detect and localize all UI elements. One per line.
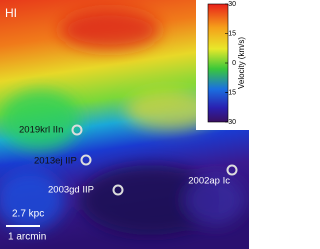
colorbar-label: Velocity (km/s) (237, 37, 246, 89)
source-marker (226, 164, 238, 176)
scalebar-physical: 2.7 kpc (12, 209, 44, 220)
colorbar-tick-label: -30 (226, 119, 236, 126)
colorbar-tick-label: 0 (232, 60, 236, 67)
source-marker (71, 124, 83, 136)
colorbar-tick-label: 30 (228, 1, 236, 8)
source-marker (112, 184, 124, 196)
colorbar-tick-label: 15 (228, 30, 236, 37)
source-label: 2013ej IIP (34, 156, 77, 167)
source-label: 2002ap Ic (188, 176, 230, 187)
source-marker (80, 154, 92, 166)
source-label: 2003gd IIP (48, 185, 94, 196)
source-label: 2019krl IIn (19, 125, 63, 136)
panel-label: HI (5, 6, 17, 20)
scalebar-angular: 1 arcmin (8, 232, 46, 243)
velocity-map: Velocity (km/s) HI 2.7 kpc 1 arcmin 30 15… (0, 0, 249, 249)
colorbar-tick-label: -15 (226, 89, 236, 96)
map-structure (0, 10, 245, 235)
